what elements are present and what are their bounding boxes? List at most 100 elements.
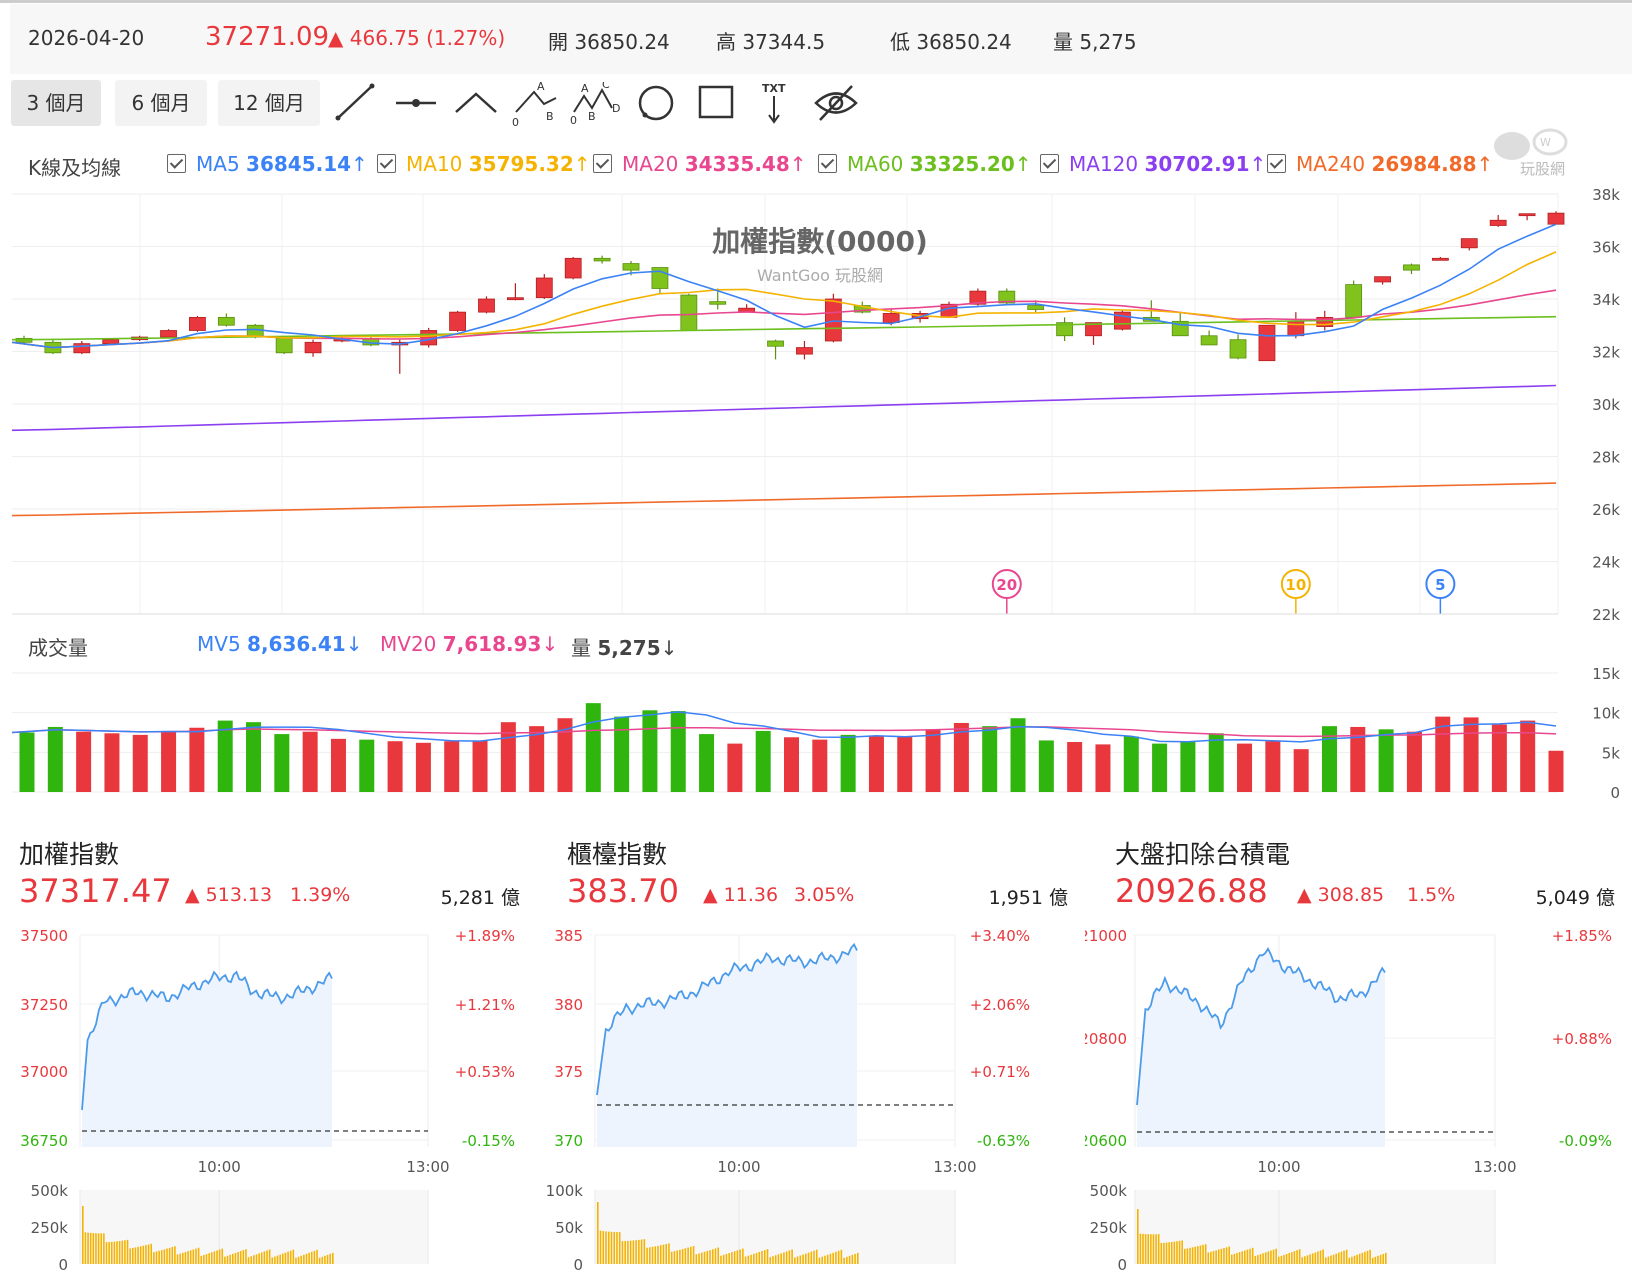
volume-bar	[153, 1252, 155, 1264]
up-arrow-icon: ↑	[1014, 152, 1032, 176]
quote-change: ▲ 466.75 (1.27%)	[328, 26, 506, 50]
volume-bar	[627, 1240, 629, 1264]
checkbox-icon[interactable]	[818, 154, 837, 173]
period-3m-button[interactable]: 3 個月	[11, 80, 101, 126]
vol-label: 量	[571, 636, 591, 660]
candle	[1374, 276, 1391, 283]
volume-bar	[1137, 1209, 1139, 1264]
volume-bar	[699, 734, 715, 792]
ma120-toggle[interactable]: MA120 30702.91↑	[1040, 152, 1266, 176]
volume-bar	[1520, 720, 1536, 792]
y-tick-label: 15k	[1592, 665, 1620, 683]
intraday-chart-taiex[interactable]: 37500 +1.89% 37250 +1.21% 37000 +0.53% 36750 -0…	[0, 920, 540, 1280]
line-tool-icon[interactable]	[332, 82, 380, 124]
volume-bar	[255, 1254, 258, 1264]
volume-bar	[295, 1257, 297, 1264]
volume-bar	[1215, 1250, 1217, 1264]
volume-bar	[1191, 1247, 1194, 1264]
volume-bar	[87, 1232, 89, 1264]
peak-tool-icon[interactable]	[452, 82, 500, 124]
volume-bar	[163, 1249, 166, 1264]
text-tool-icon[interactable]: TXT	[752, 82, 800, 124]
checkbox-icon[interactable]	[167, 154, 186, 173]
quote-bar: 2026-04-20 37271.09 ▲ 466.75 (1.27%) 開 3…	[10, 4, 1632, 74]
kline-section-label: K線及均線	[28, 156, 122, 180]
volume-bar	[791, 1249, 793, 1264]
volume-bar	[116, 1241, 118, 1264]
y-tick-label: 36750	[20, 1132, 68, 1150]
hide-drawings-icon[interactable]	[812, 82, 860, 124]
volume-bar	[1197, 1246, 1199, 1264]
volume-bar	[1225, 1247, 1228, 1264]
volume-bar	[171, 1247, 174, 1264]
y-tick-label: 30k	[1592, 396, 1620, 414]
volume-bar	[268, 1249, 271, 1264]
quote-price: 37271.09	[205, 22, 330, 52]
volume-bar	[690, 1246, 692, 1264]
abcd-wave-tool-icon[interactable]: 0 A B C D	[570, 78, 620, 127]
volume-bar	[1238, 1252, 1241, 1264]
volume-bar	[720, 1255, 722, 1264]
checkbox-icon[interactable]	[593, 154, 612, 173]
panel-amount: 5,049 億	[1535, 887, 1615, 909]
abc-wave-tool-icon[interactable]: 0 A B	[510, 80, 558, 129]
candle	[680, 294, 698, 331]
intraday-chart-otc[interactable]: 385 +3.40% 380 +2.06% 375 +0.71% 370 -0.63% 10:0…	[540, 920, 1085, 1280]
volume-bar	[289, 1250, 292, 1264]
volume-bar	[387, 741, 403, 792]
panel-price: 37317.47	[19, 872, 172, 910]
checkbox-icon[interactable]	[1267, 154, 1286, 173]
volume-bar	[229, 1254, 231, 1264]
volume-bar	[1306, 1255, 1309, 1264]
volume-bar	[649, 1247, 651, 1264]
x-tick-label: 10:00	[717, 1158, 760, 1176]
volume-bar	[1385, 1252, 1387, 1264]
ma5-toggle[interactable]: MA5 36845.14↑	[167, 152, 368, 176]
volume-bar	[698, 1253, 700, 1264]
volume-bar	[1288, 1253, 1291, 1264]
quote-high: 高 37344.5	[716, 30, 826, 54]
ma60-toggle[interactable]: MA60 33325.20↑	[818, 152, 1032, 176]
volume-bar	[701, 1252, 703, 1264]
candlestick-chart[interactable]: 38k 36k 34k 32k 30k 28k 26k 24k 22k 加權指數(0000) Wan…	[0, 180, 1632, 620]
volume-bar	[818, 1257, 821, 1264]
ma240-toggle[interactable]: MA240 26984.88↑	[1267, 152, 1493, 176]
volume-bar	[621, 1241, 624, 1264]
volume-bar	[717, 1247, 720, 1264]
checkbox-icon[interactable]	[377, 154, 396, 173]
volume-bar	[679, 1249, 681, 1264]
volume-bar	[1293, 749, 1309, 792]
rectangle-tool-icon[interactable]	[692, 82, 740, 124]
volume-bar	[147, 1244, 150, 1264]
volume-bar	[725, 1253, 728, 1264]
volume-bar	[1275, 1248, 1277, 1264]
volume-bar	[1233, 1253, 1236, 1264]
volume-bar	[772, 1256, 774, 1264]
volume-bar	[1319, 1250, 1322, 1264]
svg-text:TXT: TXT	[762, 82, 786, 95]
ma10-toggle[interactable]: MA10 35795.32↑	[377, 152, 591, 176]
volume-bar	[1378, 729, 1394, 792]
quote-open: 開 36850.24	[548, 30, 670, 54]
period-6m-button[interactable]: 6 個月	[115, 80, 207, 126]
period-12m-button[interactable]: 12 個月	[218, 80, 320, 126]
ma20-toggle[interactable]: MA20 34335.48↑	[593, 152, 807, 176]
volume-tick-label: 100k	[546, 1182, 584, 1200]
y-pct-label: -0.09%	[1559, 1132, 1612, 1150]
volume-bar	[1361, 1252, 1364, 1264]
horizontal-line-tool-icon[interactable]	[392, 82, 440, 124]
intraday-chart-ex-tsmc[interactable]: 21000 +1.85% 20800 +0.88% 20600 -0.09% 10:00 13…	[1085, 920, 1632, 1280]
volume-bar	[1163, 1242, 1165, 1264]
volume-bar	[253, 1255, 255, 1264]
volume-bar	[1293, 1251, 1296, 1264]
volume-chart[interactable]: 15k 10k 5k 0	[0, 664, 1632, 804]
volume-bar	[766, 1249, 769, 1264]
volume-bar	[1212, 1251, 1215, 1264]
volume-bar	[1377, 1255, 1379, 1264]
volume-tick-label: 0	[1117, 1256, 1127, 1274]
circle-tool-icon[interactable]	[632, 82, 680, 124]
checkbox-icon[interactable]	[1040, 154, 1059, 173]
x-tick-label: 10:00	[198, 1158, 241, 1176]
volume-bar	[1314, 1252, 1317, 1264]
volume-bar	[274, 734, 290, 792]
